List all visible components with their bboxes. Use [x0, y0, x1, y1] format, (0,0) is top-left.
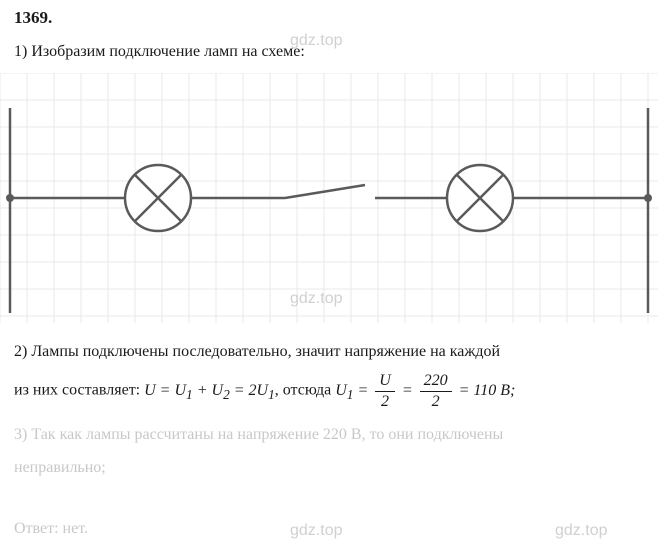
step-3-line1: 3) Так как лампы рассчитаны на напряжени…: [14, 421, 644, 448]
frac2-num: 220: [420, 371, 452, 391]
frac1-num: U: [375, 371, 395, 391]
frac2-den: 2: [420, 392, 452, 411]
f-u: U = U: [144, 382, 186, 399]
step2-text: из них составляет:: [14, 382, 144, 399]
f-eq: =: [353, 382, 372, 399]
step-3-line2: неправильно;: [14, 454, 644, 481]
f-s1: 1: [186, 387, 193, 402]
f-s2: 2: [223, 387, 230, 402]
f-plus: + U: [193, 382, 223, 399]
step-2-line2: из них составляет: U = U1 + U2 = 2U1, от…: [14, 371, 644, 410]
answer: Ответ: нет.: [14, 515, 644, 542]
f-s1b: 1: [268, 387, 275, 402]
frac-2: 2202: [420, 371, 452, 410]
circuit-diagram: [0, 73, 658, 328]
step-1: 1) Изобразим подключение ламп на схеме:: [14, 38, 644, 65]
step2-otsuda: , отсюда: [275, 382, 335, 399]
f-u1: U: [335, 382, 347, 399]
step-2-line1: 2) Лампы подключены последовательно, зна…: [14, 338, 644, 365]
problem-number: 1369.: [14, 8, 644, 28]
frac1-den: 2: [375, 392, 395, 411]
step2-result: = 110 В;: [455, 382, 516, 399]
f-2u: = 2U: [230, 382, 268, 399]
f-eq2: =: [398, 382, 417, 399]
frac-1: U2: [375, 371, 395, 410]
